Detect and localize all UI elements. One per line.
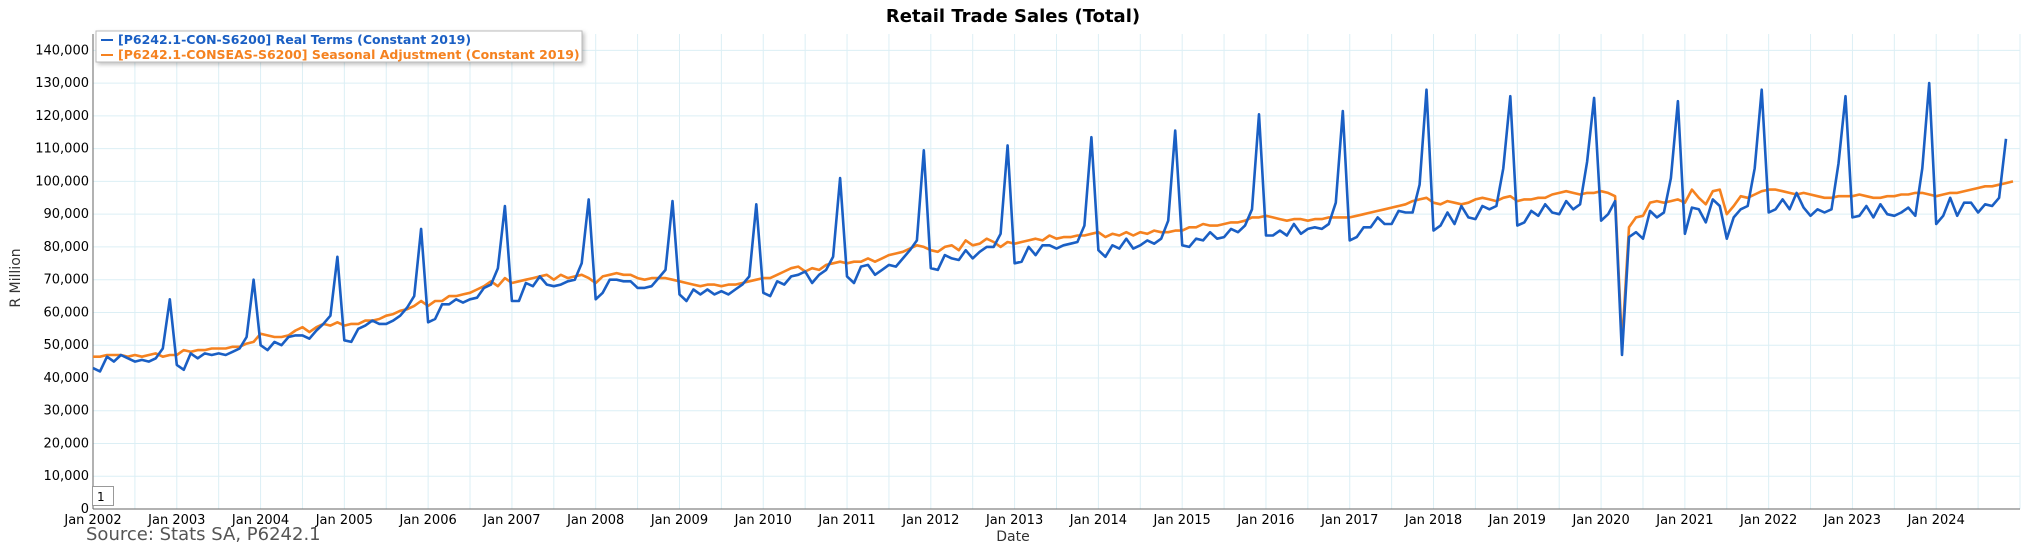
y-tick-label: 110,000 bbox=[35, 142, 89, 157]
x-tick-label: Jan 2018 bbox=[1404, 513, 1462, 528]
legend-entry-real-terms[interactable]: [P6242.1-CON-S6200] Real Terms (Constant… bbox=[118, 32, 471, 47]
series-line-seasonal-adjustment[interactable] bbox=[93, 180, 2014, 358]
x-tick-label: Jan 2005 bbox=[315, 513, 373, 528]
page-number-input[interactable]: 1 bbox=[92, 486, 114, 506]
series-lines bbox=[92, 81, 2014, 373]
y-tick-label: 30,000 bbox=[44, 404, 90, 419]
x-tick-label: Jan 2023 bbox=[1823, 513, 1881, 528]
x-tick-label: Jan 2008 bbox=[566, 513, 624, 528]
x-tick-label: Jan 2004 bbox=[231, 513, 289, 528]
grid-lines bbox=[92, 34, 2021, 510]
y-tick-label: 130,000 bbox=[35, 76, 89, 91]
x-tick-label: Jan 2017 bbox=[1320, 513, 1378, 528]
x-tick-label: Jan 2002 bbox=[63, 513, 121, 528]
y-tick-label: 100,000 bbox=[35, 174, 89, 189]
series-line-real-terms[interactable] bbox=[92, 81, 2008, 373]
x-tick-label: Jan 2006 bbox=[398, 513, 456, 528]
x-tick-label: Jan 2019 bbox=[1488, 513, 1546, 528]
x-tick-label: Jan 2021 bbox=[1655, 513, 1713, 528]
x-tick-label: Jan 2016 bbox=[1236, 513, 1294, 528]
x-tick-label: Jan 2022 bbox=[1739, 513, 1797, 528]
x-tick-label: Jan 2024 bbox=[1907, 513, 1965, 528]
x-tick-label: Jan 2007 bbox=[482, 513, 540, 528]
y-tick-label: 90,000 bbox=[44, 207, 90, 222]
y-tick-label: 0 bbox=[81, 502, 89, 517]
y-tick-label: 40,000 bbox=[44, 371, 90, 386]
y-axis-label: R Million bbox=[8, 248, 24, 307]
chart-title: Retail Trade Sales (Total) bbox=[886, 6, 1140, 27]
legend-entry-seasonal[interactable]: [P6242.1-CONSEAS-S6200] Seasonal Adjustm… bbox=[118, 47, 580, 62]
x-tick-label: Jan 2010 bbox=[734, 513, 792, 528]
x-tick-label: Jan 2020 bbox=[1571, 513, 1629, 528]
x-tick-label: Jan 2003 bbox=[147, 513, 205, 528]
x-tick-label: Jan 2014 bbox=[1069, 513, 1127, 528]
y-tick-label: 70,000 bbox=[44, 273, 90, 288]
y-tick-label: 10,000 bbox=[44, 469, 90, 484]
x-tick-label: Jan 2013 bbox=[985, 513, 1043, 528]
y-tick-label: 20,000 bbox=[44, 436, 90, 451]
x-tick-label: Jan 2009 bbox=[650, 513, 708, 528]
y-axis-ticks: 0 10,000 20,000 30,000 40,000 50,000 60,000 70,… bbox=[35, 43, 89, 517]
legend-box bbox=[95, 30, 583, 63]
source-note: Source: Stats SA, P6242.1 bbox=[86, 524, 321, 545]
y-tick-label: 120,000 bbox=[35, 109, 89, 124]
x-axis-label: Date bbox=[996, 529, 1029, 545]
x-tick-label: Jan 2011 bbox=[817, 513, 875, 528]
y-tick-label: 50,000 bbox=[44, 338, 90, 353]
y-tick-label: 140,000 bbox=[35, 43, 89, 58]
x-tick-label: Jan 2012 bbox=[901, 513, 959, 528]
x-axis-ticks: Jan 2002 Jan 2003 Jan 2004 Jan 2005 Jan 2006… bbox=[63, 513, 1964, 528]
legend: [P6242.1-CON-S6200] Real Terms (Constant… bbox=[95, 30, 583, 63]
y-tick-label: 60,000 bbox=[44, 305, 90, 320]
y-tick-label: 80,000 bbox=[44, 240, 90, 255]
x-tick-label: Jan 2015 bbox=[1153, 513, 1211, 528]
